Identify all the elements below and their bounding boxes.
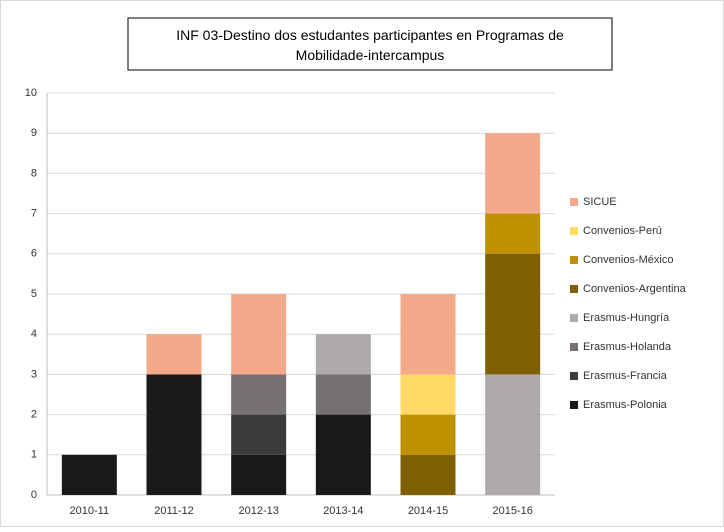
- x-tick-label: 2010-11: [70, 505, 110, 517]
- y-tick-label: 0: [31, 489, 37, 501]
- bar-segment: [146, 374, 202, 495]
- bar-segment: [231, 374, 287, 415]
- bar-segment: [400, 454, 456, 495]
- y-tick-label: 10: [25, 87, 37, 99]
- y-tick-label: 7: [31, 208, 37, 220]
- bar-segment: [485, 374, 541, 495]
- x-tick-label: 2014-15: [408, 505, 448, 517]
- y-tick-label: 3: [31, 368, 37, 380]
- legend-label: Convenios-Argentina: [583, 283, 687, 295]
- bar-segment: [315, 414, 371, 495]
- legend-label: Erasmus-Hungría: [583, 312, 670, 324]
- y-tick-label: 2: [31, 409, 37, 421]
- bar-segment: [400, 294, 456, 375]
- legend-swatch: [570, 314, 578, 322]
- legend-label: Convenios-Perú: [583, 225, 662, 237]
- legend-label: SICUE: [583, 196, 617, 208]
- legend-swatch: [570, 343, 578, 351]
- bar-segment: [231, 454, 287, 495]
- bar-segment: [231, 294, 287, 375]
- y-tick-label: 9: [31, 127, 37, 139]
- bar-segment: [315, 334, 371, 375]
- legend-swatch: [570, 372, 578, 380]
- legend-label: Erasmus-Polonia: [583, 399, 668, 411]
- bar-segment: [61, 454, 117, 495]
- y-tick-label: 8: [31, 167, 37, 179]
- legend-swatch: [570, 256, 578, 264]
- y-tick-label: 5: [31, 288, 37, 300]
- legend-swatch: [570, 227, 578, 235]
- bar-segment: [231, 414, 287, 455]
- bar-segment: [400, 414, 456, 455]
- bar-segment: [146, 334, 202, 375]
- x-tick-label: 2012-13: [238, 505, 278, 517]
- legend-swatch: [570, 198, 578, 206]
- y-tick-label: 1: [31, 449, 37, 461]
- x-tick-label: 2011-12: [154, 505, 194, 517]
- y-tick-label: 4: [31, 328, 37, 340]
- x-tick-label: 2013-14: [323, 505, 363, 517]
- title-box: [127, 17, 613, 71]
- bar-segment: [485, 253, 541, 375]
- bar-segment: [400, 374, 456, 415]
- legend-swatch: [570, 285, 578, 293]
- y-tick-label: 6: [31, 248, 37, 260]
- legend-label: Convenios-México: [583, 254, 673, 266]
- bar-segment: [315, 374, 371, 415]
- legend-swatch: [570, 401, 578, 409]
- bar-segment: [485, 133, 541, 214]
- bar-segment: [485, 213, 541, 254]
- chart-title: INF 03-Destino dos estudantes participan…: [176, 27, 564, 63]
- x-tick-label: 2015-16: [492, 505, 532, 517]
- legend-label: Erasmus-Francia: [583, 370, 668, 382]
- legend-label: Erasmus-Holanda: [583, 341, 672, 353]
